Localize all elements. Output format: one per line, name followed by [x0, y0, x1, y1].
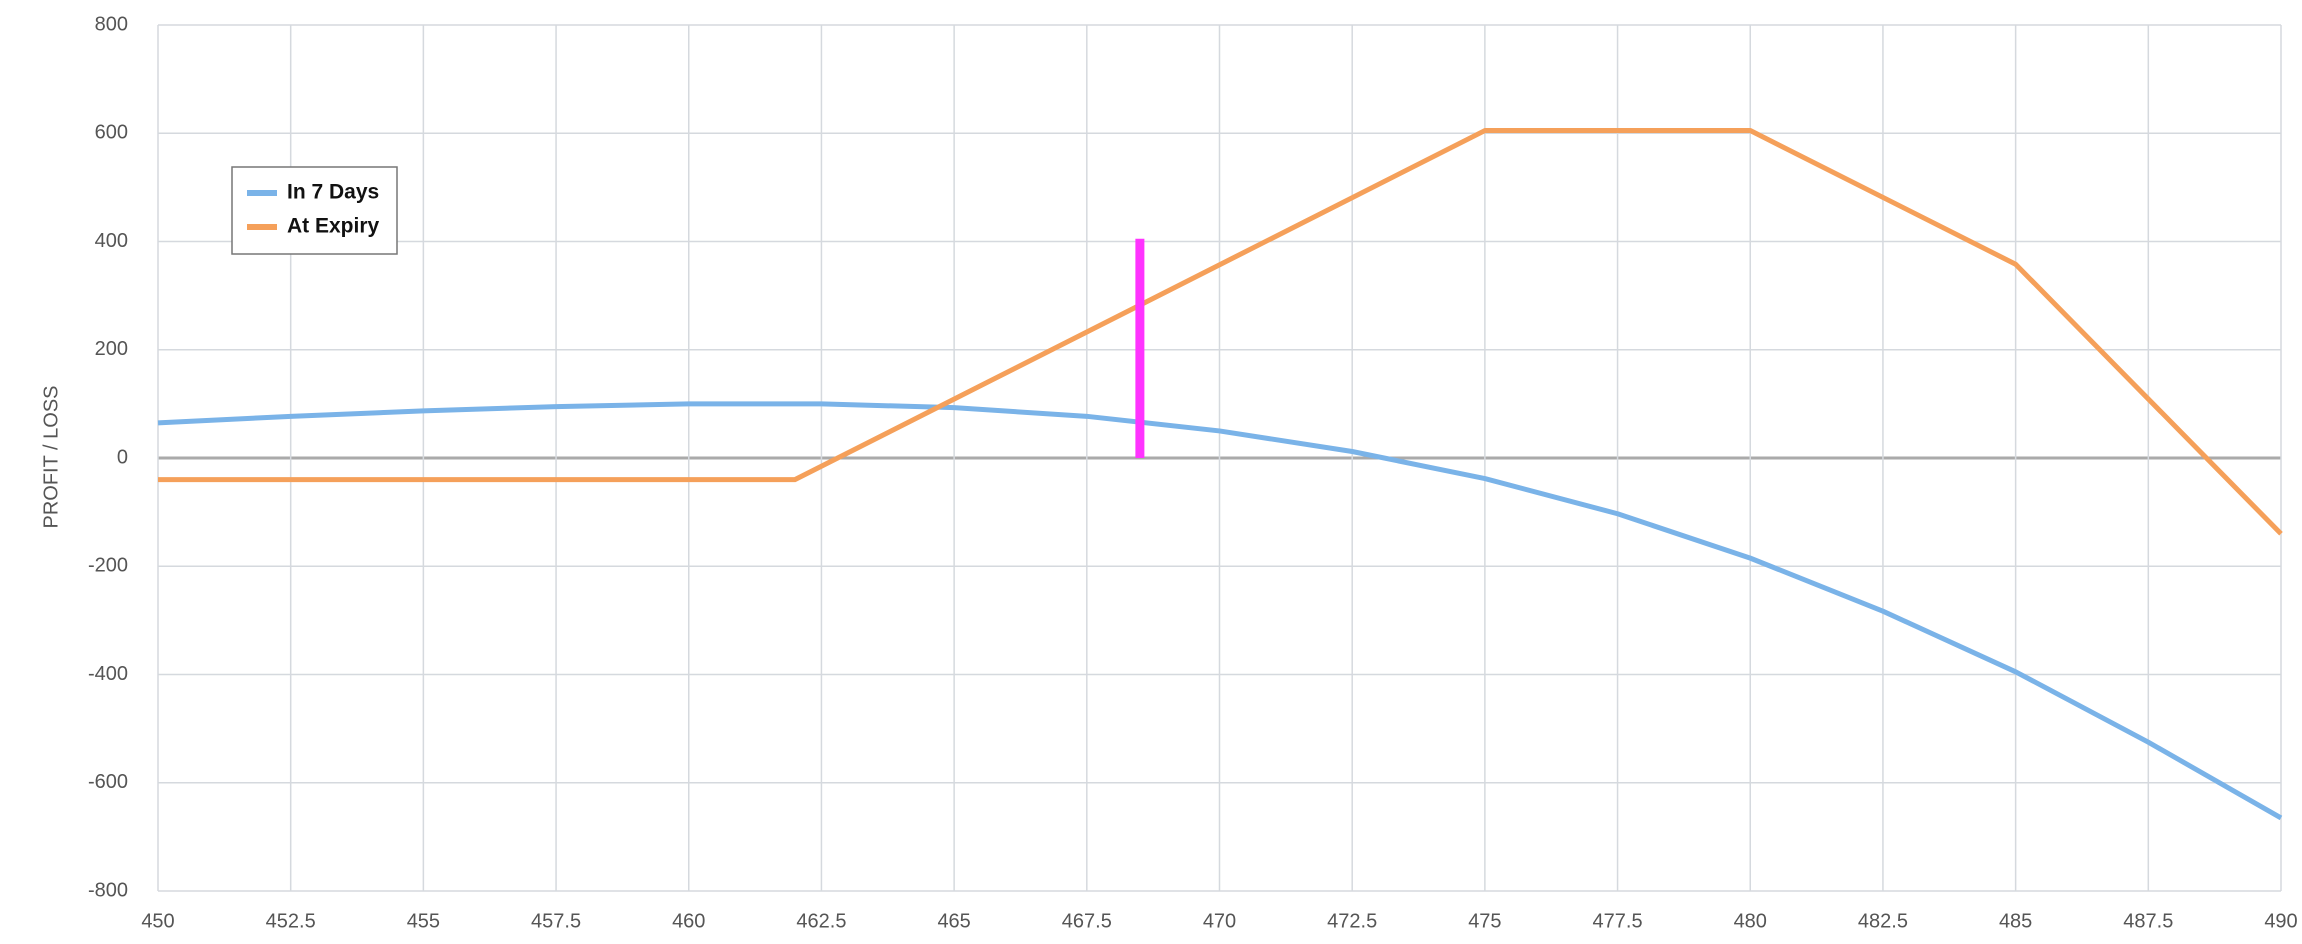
legend-label: At Expiry: [287, 215, 380, 238]
y-tick-label: -200: [88, 555, 128, 577]
x-tick-label: 482.5: [1858, 910, 1908, 932]
y-tick-label: -800: [88, 879, 128, 901]
x-tick-label: 465: [937, 910, 970, 932]
x-tick-label: 472.5: [1327, 910, 1377, 932]
y-tick-label: 800: [95, 13, 128, 35]
x-tick-label: 485: [1999, 910, 2032, 932]
x-tick-label: 470: [1203, 910, 1236, 932]
series-line: [158, 128, 2283, 536]
x-tick-label: 457.5: [531, 910, 581, 932]
series-line: [157, 401, 2283, 821]
x-tick-label: 477.5: [1593, 910, 1643, 932]
x-tick-label: 452.5: [266, 910, 316, 932]
x-tick-label: 467.5: [1062, 910, 1112, 932]
y-tick-label: -400: [88, 663, 128, 685]
x-tick-label: 490: [2264, 910, 2297, 932]
x-tick-label: 480: [1734, 910, 1767, 932]
x-tick-label: 487.5: [2123, 910, 2173, 932]
y-tick-label: 600: [95, 122, 128, 144]
y-tick-label: 0: [117, 446, 128, 468]
legend-label: In 7 Days: [287, 181, 379, 204]
y-tick-label: 200: [95, 338, 128, 360]
x-tick-label: 455: [407, 910, 440, 932]
y-tick-label: 400: [95, 230, 128, 252]
x-tick-label: 460: [672, 910, 705, 932]
x-tick-label: 462.5: [796, 910, 846, 932]
legend-box: [231, 166, 398, 255]
y-axis-title: PROFIT / LOSS: [40, 386, 62, 529]
y-tick-label: -600: [88, 771, 128, 793]
x-tick-label: 475: [1468, 910, 1501, 932]
x-tick-label: 450: [141, 910, 174, 932]
